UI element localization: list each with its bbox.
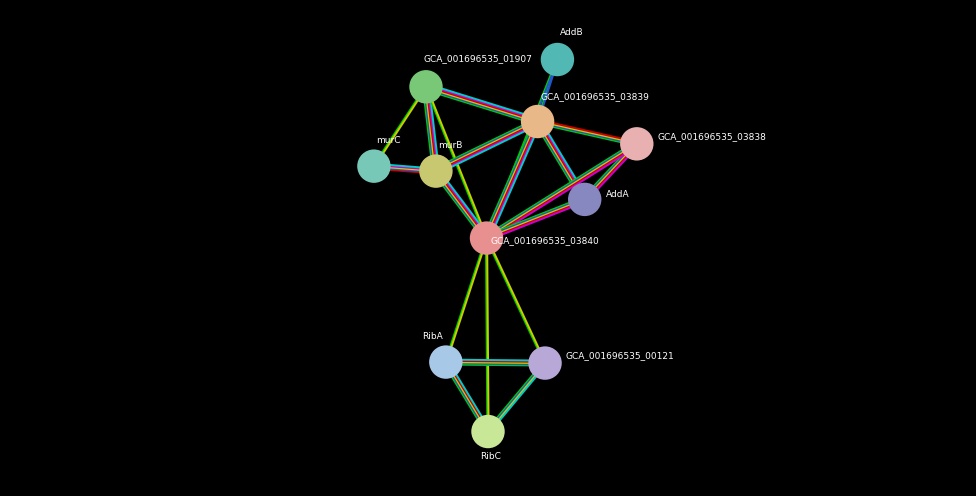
Text: GCA_001696535_03838: GCA_001696535_03838 [658,132,766,141]
Circle shape [410,71,442,103]
Circle shape [522,106,553,137]
Circle shape [470,222,503,254]
Circle shape [569,184,600,215]
Circle shape [542,44,573,75]
Circle shape [529,347,561,379]
Text: GCA_001696535_01907: GCA_001696535_01907 [424,54,532,63]
Circle shape [472,416,504,447]
Circle shape [430,346,462,378]
Text: RibC: RibC [480,452,501,461]
Circle shape [420,155,452,187]
Text: GCA_001696535_03840: GCA_001696535_03840 [491,236,599,245]
Text: AddB: AddB [560,28,584,37]
Circle shape [358,150,389,182]
Text: AddA: AddA [605,190,630,199]
Text: murB: murB [438,141,463,150]
Text: GCA_001696535_03839: GCA_001696535_03839 [540,92,649,101]
Text: GCA_001696535_00121: GCA_001696535_00121 [566,351,674,360]
Text: murC: murC [377,136,401,145]
Circle shape [621,128,653,160]
Text: RibA: RibA [423,332,443,341]
